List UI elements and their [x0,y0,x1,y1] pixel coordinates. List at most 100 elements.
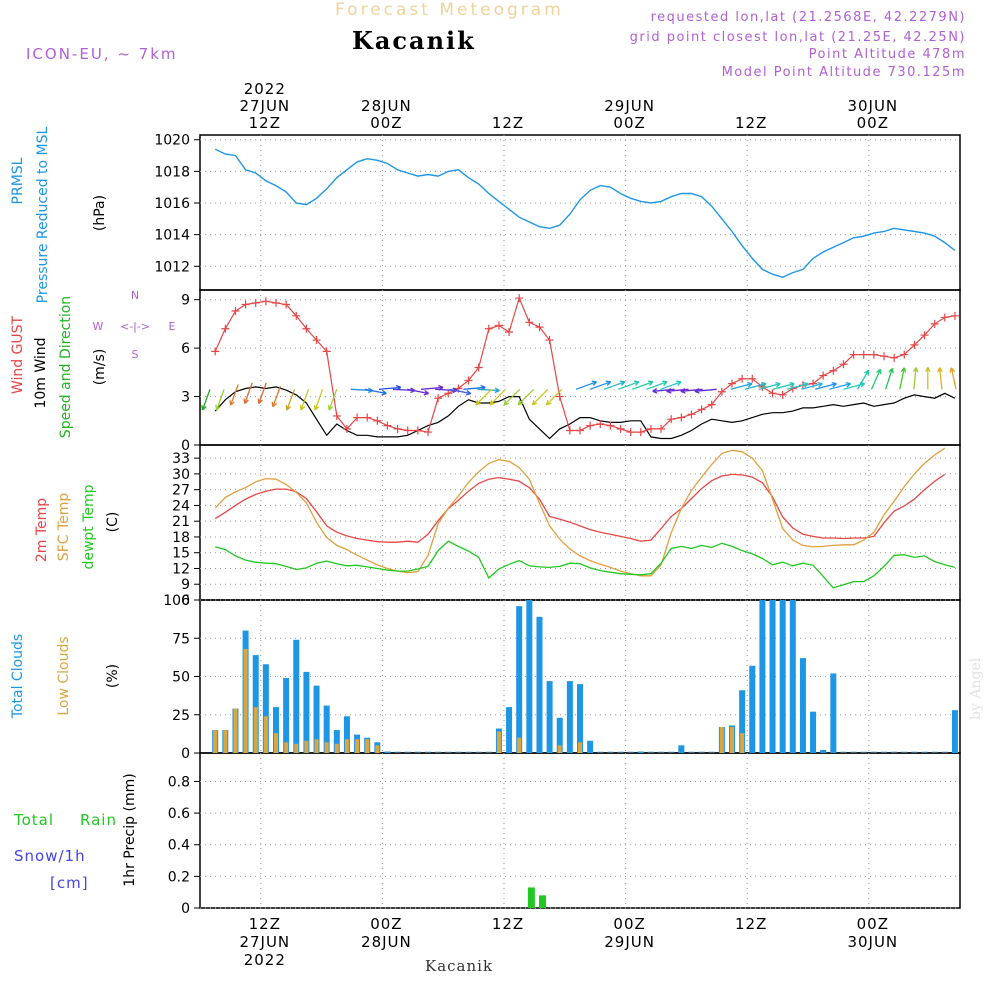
gust-marker [322,347,331,356]
y-tick-label: 75 [172,631,190,647]
time-label-top: 27JUN [239,97,290,115]
gust-marker [738,374,747,383]
total-cloud-bar [637,751,644,753]
wind-direction-arrow [517,388,535,406]
time-label-top: 12Z [249,114,281,132]
total-cloud-bar [252,655,259,753]
temp2m-label: 2m Temp [34,498,50,562]
model-altitude: Model Point Altitude 730.125m [721,65,966,80]
total-cloud-bar [526,600,533,753]
gust-marker [869,350,878,359]
gust-marker [768,389,777,398]
model-label: ICON-EU, ~ 7km [26,45,178,63]
wind-direction-arrow [730,381,753,390]
compass-arrows: <-|-> [120,320,150,333]
pressure-label: PRMSL [10,157,26,204]
wind-direction-arrow [829,381,852,390]
total-cloud-bar [779,600,786,753]
location-title: Kacanik [352,26,476,55]
gust-marker [677,413,686,422]
gust-marker [505,327,514,336]
gust-marker [717,387,726,396]
wind-direction-arrow [694,388,717,394]
precip-total-label: Total [13,811,54,829]
total-cloud-bar [262,664,269,753]
gust-marker [403,426,412,435]
y-tick-label: 50 [172,670,190,686]
wind-direction-arrow [772,381,795,390]
wind-direction-arrow [815,381,837,390]
y-tick-label: 33 [172,451,190,467]
sfc-temp-line [214,447,946,577]
point-altitude: Point Altitude 478m [808,47,966,62]
wind-direction-arrow [503,388,521,406]
low-cloud-bar [284,742,289,753]
time-label-bottom: 00Z [613,915,645,933]
time-label-bottom: 28JUN [361,933,412,951]
gust-marker [525,318,534,327]
gust-marker [383,421,392,430]
low-cloud-bar [344,739,349,753]
y-tick-label: 21 [172,514,190,530]
gust-marker [292,311,301,320]
time-label-top: 2022 [244,80,286,98]
gust-marker [484,324,493,333]
gust-marker [211,347,220,356]
wind-direction-arrow [271,385,282,408]
low-cloud-bar [274,733,278,753]
low-cloud-bar [243,648,248,753]
y-tick-label: 1020 [154,133,190,149]
y-tick-label: 1016 [154,196,190,212]
gust-marker [251,298,260,307]
total-cloud-bar [678,745,685,753]
total-cloud-bar [313,685,320,753]
wind-direction-arrow [652,388,675,394]
y-tick-label: 0 [181,438,190,454]
wind-direction-arrow [786,381,809,390]
gust-marker [424,428,432,437]
y-tick-label: 15 [172,546,190,562]
wind-direction-arrow [660,380,682,390]
wind-direction-arrow [949,367,957,390]
wind-direction-arrow [313,389,324,411]
wind-direction-arrow [680,388,703,394]
low-cloud-bar [233,708,238,753]
gust-marker [616,424,625,433]
wind-direction-arrow [575,380,598,390]
time-label-bottom: 30JUN [847,933,898,951]
panel-frame [199,289,961,446]
total-cloud-bar [546,681,553,753]
wind-direction-arrow [884,367,894,390]
gust-label: Wind GUST [10,315,26,394]
time-label-bottom: 00Z [370,915,402,933]
gust-marker [596,420,605,429]
time-label-bottom: 27JUN [239,933,290,951]
gust-marker [302,324,311,333]
precip-unit: 1hr Precip (mm) [122,773,138,886]
wind-direction-arrow [646,380,668,390]
gust-marker [312,336,321,345]
gust-marker [890,353,899,362]
total-cloud-bar [384,751,391,753]
gust-marker [231,306,240,315]
low-clouds-label: Low Clouds [56,636,72,715]
wind-direction-arrow [327,389,338,411]
gust-marker [565,426,574,435]
total-cloud-bar [556,717,563,753]
wind-direction-arrow [758,381,781,390]
total-cloud-bar [749,665,756,753]
total-cloud-bar [343,716,350,753]
gust-marker [545,336,554,345]
y-tick-label: 0.2 [168,869,190,885]
low-cloud-bar [730,726,734,753]
y-tick-label: 30 [172,467,190,483]
gust-marker [940,313,949,322]
total-cloud-bar [951,710,958,753]
wind-direction-arrow [666,388,689,394]
wind-direction-arrow [856,369,870,390]
y-tick-label: 100 [163,593,190,609]
time-label-bottom: 12Z [249,915,281,933]
gust-marker [900,350,909,359]
total-cloud-bar [587,740,594,753]
pressure-label-2: Pressure Reduced to MSL [35,126,51,303]
